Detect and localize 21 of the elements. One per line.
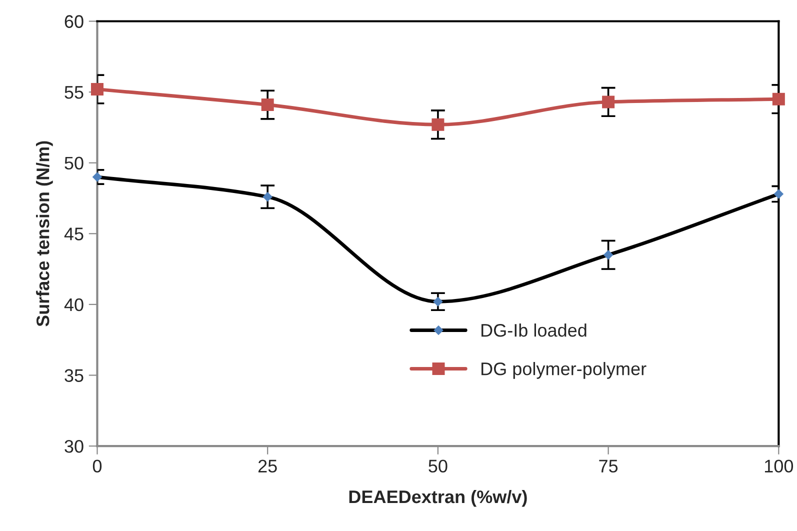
y-tick-label: 45: [64, 228, 84, 240]
x-tick-label: 0: [92, 460, 102, 472]
point: [772, 92, 785, 106]
y-tick-label: 55: [64, 86, 84, 99]
x-tick-label: 25: [258, 460, 277, 472]
x-tick-label: 100: [764, 460, 794, 472]
legend-label: DG polymer-polymer: [482, 362, 646, 379]
x-axis-title: DEAEDextran (%w/v): [349, 490, 527, 507]
y-tick-label: 40: [64, 298, 84, 312]
y-tick-label: 30: [64, 440, 84, 453]
y-tick-label: 50: [64, 156, 84, 170]
x-tick-label: 75: [599, 460, 618, 472]
point: [261, 98, 274, 112]
x-tick-label: 50: [428, 460, 448, 472]
point: [602, 96, 615, 108]
y-tick-label: 60: [64, 15, 84, 28]
legend-label: DG-Ib loaded: [482, 323, 586, 337]
point: [432, 118, 444, 131]
y-tick-label: 35: [64, 369, 84, 382]
point: [90, 82, 104, 96]
y-axis-title: Surface tension (N/m): [36, 141, 53, 326]
